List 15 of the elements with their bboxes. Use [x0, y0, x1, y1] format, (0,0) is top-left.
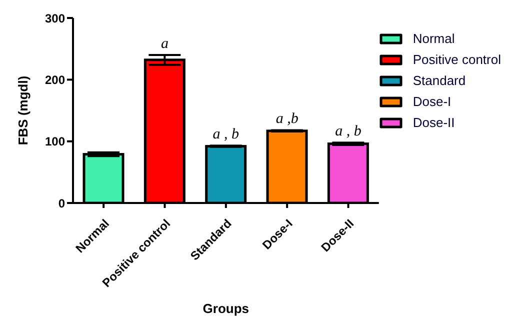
y-tick-label: 300 — [44, 11, 66, 26]
annotation: a ,b — [276, 111, 299, 128]
annotation: a — [161, 36, 169, 52]
y-tick-label: 200 — [44, 72, 66, 87]
y-axis-title: FBS (mgdl) — [16, 76, 31, 146]
y-tick-label: 0 — [58, 196, 66, 210]
legend-label: Dose-I — [412, 94, 452, 109]
annotation: a , b — [335, 124, 362, 140]
legend-label: Standard — [412, 73, 466, 88]
legend-label: Positive control — [412, 52, 501, 67]
y-tick-label: 100 — [44, 134, 66, 149]
legend-label: Normal — [412, 31, 455, 46]
x-axis-title: Groups — [202, 301, 250, 316]
legend-label: Dose-II — [412, 115, 455, 130]
annotation: a , b — [212, 126, 240, 143]
